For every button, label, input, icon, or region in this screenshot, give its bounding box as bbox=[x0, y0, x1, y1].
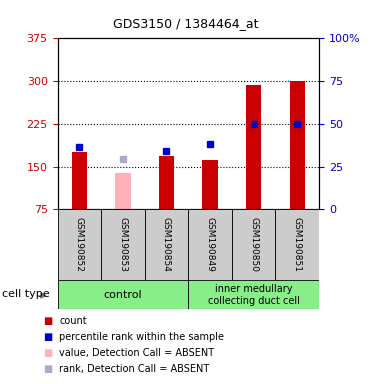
Bar bbox=[159, 156, 174, 209]
Bar bbox=[188, 280, 319, 309]
Bar bbox=[145, 209, 188, 280]
Text: GSM190849: GSM190849 bbox=[206, 217, 214, 272]
Text: percentile rank within the sample: percentile rank within the sample bbox=[59, 332, 224, 342]
Bar bbox=[72, 152, 87, 209]
Bar bbox=[115, 174, 131, 209]
Text: GDS3150 / 1384464_at: GDS3150 / 1384464_at bbox=[113, 17, 258, 30]
Bar bbox=[290, 81, 305, 209]
Text: count: count bbox=[59, 316, 87, 326]
Text: inner medullary
collecting duct cell: inner medullary collecting duct cell bbox=[208, 284, 300, 306]
Bar bbox=[188, 209, 232, 280]
Text: ■: ■ bbox=[43, 332, 52, 342]
Text: GSM190851: GSM190851 bbox=[293, 217, 302, 272]
Bar bbox=[232, 209, 276, 280]
Bar bbox=[203, 160, 218, 209]
Text: GSM190852: GSM190852 bbox=[75, 217, 84, 272]
Text: GSM190850: GSM190850 bbox=[249, 217, 258, 272]
Bar bbox=[275, 209, 319, 280]
Text: GSM190853: GSM190853 bbox=[118, 217, 127, 272]
Text: rank, Detection Call = ABSENT: rank, Detection Call = ABSENT bbox=[59, 364, 210, 374]
Text: control: control bbox=[104, 290, 142, 300]
Text: ■: ■ bbox=[43, 316, 52, 326]
Bar bbox=[58, 280, 188, 309]
Text: cell type: cell type bbox=[2, 289, 49, 299]
Text: ■: ■ bbox=[43, 364, 52, 374]
Bar bbox=[101, 209, 145, 280]
Text: value, Detection Call = ABSENT: value, Detection Call = ABSENT bbox=[59, 348, 214, 358]
Bar bbox=[246, 85, 261, 209]
Bar bbox=[58, 209, 101, 280]
Text: GSM190854: GSM190854 bbox=[162, 217, 171, 272]
Text: ■: ■ bbox=[43, 348, 52, 358]
